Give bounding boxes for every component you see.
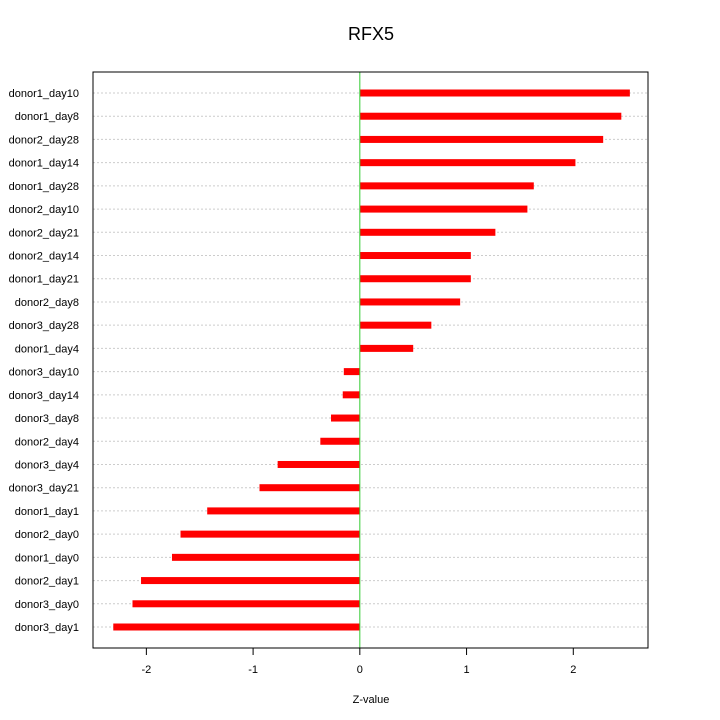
bar-donor3_day0: [132, 600, 360, 608]
bar-donor3_day8: [331, 414, 360, 422]
y-tick-label: donor1_day28: [9, 181, 79, 193]
x-tick-label: 0: [357, 664, 363, 676]
y-tick-label: donor2_day14: [9, 251, 79, 263]
y-tick-label: donor1_day10: [9, 88, 79, 100]
bar-donor2_day28: [359, 135, 604, 143]
bar-donor1_day14: [359, 159, 576, 167]
x-tick-label: -1: [248, 664, 258, 676]
y-tick-label: donor3_day1: [15, 622, 79, 634]
bar-donor1_day8: [359, 112, 622, 120]
y-tick-label: donor1_day14: [9, 158, 79, 170]
chart-title: RFX5: [348, 24, 394, 44]
y-tick-label: donor3_day4: [15, 459, 79, 471]
bar-donor3_day14: [342, 391, 360, 399]
bar-donor3_day10: [343, 368, 360, 376]
bar-donor1_day21: [359, 275, 471, 283]
x-axis-label: Z-value: [353, 694, 390, 706]
y-tick-label: donor3_day10: [9, 367, 79, 379]
y-tick-labels: donor1_day10 donor1_day8 donor2_day28donor…: [9, 88, 79, 634]
y-tick-label: donor2_day1: [15, 576, 79, 588]
bar-donor2_day4: [320, 437, 360, 445]
y-tick-label: donor2_day8: [15, 297, 79, 309]
bar-donor1_day0: [171, 553, 360, 561]
y-tick-label: donor2_day10: [9, 204, 79, 216]
x-tick-label: 1: [463, 664, 469, 676]
y-tick-label: donor2_day0: [15, 529, 79, 541]
bar-donor2_day1: [141, 577, 360, 585]
bar-donor3_day21: [259, 484, 360, 492]
y-tick-label: donor3_day14: [9, 390, 79, 402]
y-tick-label: donor3_day21: [9, 483, 79, 495]
y-tick-label: donor3_day8: [15, 413, 79, 425]
y-tick-label: donor2_day28: [9, 134, 79, 146]
y-tick-label: donor2_day4: [15, 436, 79, 448]
x-tick-label: 2: [570, 664, 576, 676]
y-tick-label: donor1_day0: [15, 552, 79, 564]
y-tick-label: donor3_day0: [15, 599, 79, 611]
bar-donor2_day14: [359, 252, 471, 260]
bar-donor1_day28: [359, 182, 534, 190]
bar-donor1_day1: [207, 507, 360, 515]
y-tick-label: donor1_day8: [15, 111, 79, 123]
bar-layer: [113, 89, 630, 631]
bar-donor3_day1: [113, 623, 360, 631]
y-tick-label: donor1_day21: [9, 274, 79, 286]
bar-donor3_day4: [277, 460, 360, 468]
bar-donor2_day8: [359, 298, 461, 306]
bar-donor2_day10: [359, 205, 528, 213]
y-tick-label: donor3_day28: [9, 320, 79, 332]
y-tick-label: donor1_day4: [15, 343, 79, 355]
bar-donor1_day4: [359, 344, 414, 352]
y-tick-label: donor1_day1: [15, 506, 79, 518]
y-tick-label: donor2_day21: [9, 227, 79, 239]
bar-donor3_day28: [359, 321, 432, 329]
bar-donor2_day21: [359, 228, 496, 236]
x-axis: -2 -1 0 1 2: [141, 647, 576, 676]
x-tick-label: -2: [141, 664, 151, 676]
bar-donor2_day0: [180, 530, 360, 538]
bar-donor1_day10: [359, 89, 630, 97]
